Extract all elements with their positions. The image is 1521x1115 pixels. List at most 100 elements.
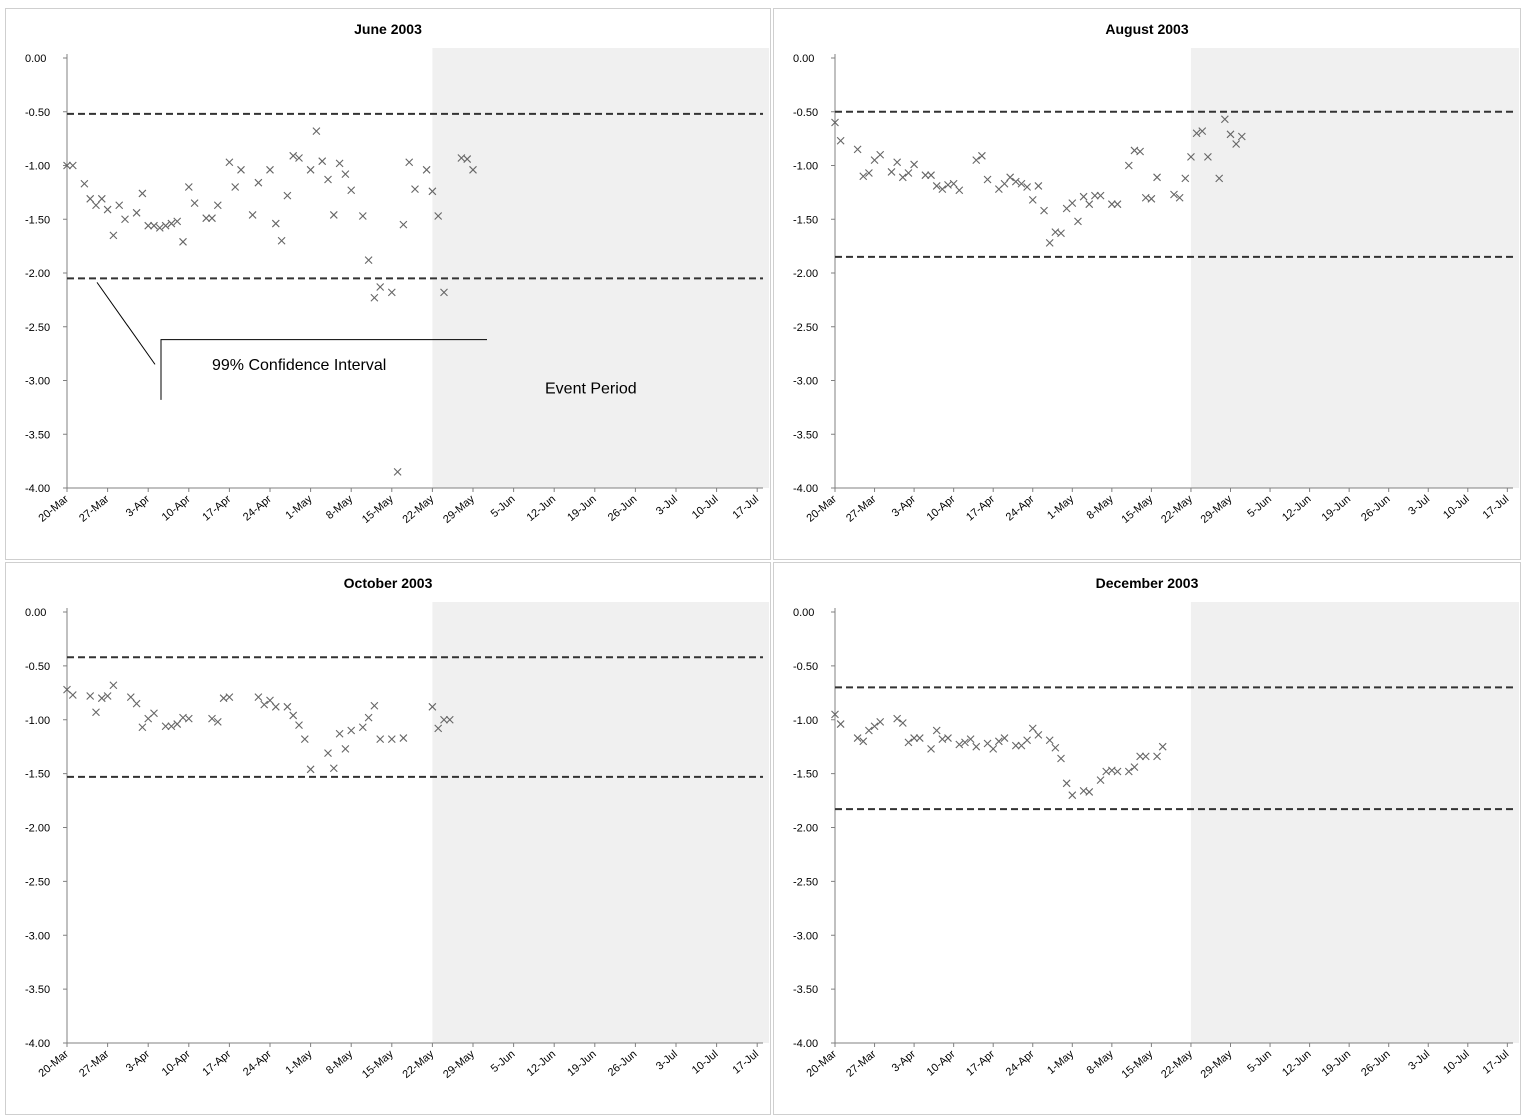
data-point xyxy=(1107,200,1116,209)
data-point xyxy=(1028,724,1037,733)
data-point xyxy=(271,702,280,711)
data-point xyxy=(1028,196,1037,204)
data-point xyxy=(428,187,437,196)
y-tick-label: -3.00 xyxy=(25,376,50,388)
data-point xyxy=(955,740,964,749)
y-tick-label: -1.50 xyxy=(25,769,50,781)
chart-panel-2: August 2003 0.00 -0.50 -1.00 -1.50 -2.00 -2.50… xyxy=(773,8,1521,560)
data-point xyxy=(266,165,274,174)
y-tick-label: -1.00 xyxy=(793,161,818,173)
data-point xyxy=(1045,736,1054,745)
data-point xyxy=(927,744,935,753)
data-point xyxy=(167,722,176,731)
data-point xyxy=(938,185,947,194)
data-point xyxy=(103,205,112,214)
data-point xyxy=(915,734,924,742)
data-point xyxy=(393,467,402,476)
data-point xyxy=(978,151,986,160)
data-point xyxy=(213,201,222,210)
data-point xyxy=(859,172,868,181)
y-tick-label: -2.50 xyxy=(793,876,818,888)
data-point xyxy=(836,720,845,728)
chart-title: June 2003 xyxy=(354,21,422,37)
data-point xyxy=(893,714,902,723)
data-point xyxy=(370,293,379,302)
data-point xyxy=(1068,199,1077,208)
data-point xyxy=(955,186,964,195)
data-point xyxy=(1011,741,1020,750)
data-point xyxy=(121,215,129,224)
y-tick-label: -1.50 xyxy=(793,214,818,226)
data-point xyxy=(1153,752,1161,761)
y-tick-label: -3.50 xyxy=(793,429,818,441)
data-point xyxy=(335,159,344,168)
data-point xyxy=(1023,183,1031,191)
data-point xyxy=(961,738,969,747)
data-point xyxy=(329,764,338,773)
data-point xyxy=(97,194,106,203)
data-point xyxy=(428,702,437,711)
data-point xyxy=(271,219,280,228)
data-point xyxy=(312,127,321,135)
data-point xyxy=(97,694,106,703)
data-point xyxy=(161,221,170,230)
data-point xyxy=(1034,182,1043,190)
y-tick-label: -4.00 xyxy=(25,1038,50,1050)
chart-panel-3: October 2003 0.00 -0.50 -1.00 -1.50 -2.00 -2.5… xyxy=(5,562,771,1115)
data-point xyxy=(927,171,935,180)
data-point xyxy=(103,692,112,700)
data-point xyxy=(399,734,408,742)
data-point xyxy=(411,185,419,194)
data-point xyxy=(1011,177,1020,186)
data-point xyxy=(469,165,477,174)
data-point xyxy=(932,726,941,735)
data-point xyxy=(341,744,350,753)
data-point xyxy=(1232,140,1241,148)
data-point xyxy=(1000,179,1009,188)
data-point xyxy=(213,718,222,726)
data-point xyxy=(184,183,193,191)
data-point xyxy=(1006,173,1015,182)
data-point xyxy=(836,136,845,145)
data-point xyxy=(161,722,170,731)
data-point xyxy=(376,283,385,291)
y-tick-label: -1.00 xyxy=(25,161,50,173)
data-point xyxy=(237,165,245,174)
data-point xyxy=(306,765,315,774)
data-point xyxy=(1124,161,1133,170)
data-point xyxy=(865,169,873,177)
y-tick-label: 0.00 xyxy=(25,607,46,619)
data-point xyxy=(1181,174,1190,183)
data-point xyxy=(399,220,408,229)
y-tick-label: -3.00 xyxy=(25,930,50,942)
data-point xyxy=(893,158,902,167)
y-tick-label: -3.50 xyxy=(793,984,818,996)
data-point xyxy=(370,701,379,710)
chart-title: October 2003 xyxy=(344,575,433,591)
callout-bracket xyxy=(160,339,487,400)
data-point xyxy=(405,158,414,167)
y-tick-label: -3.50 xyxy=(25,429,50,441)
data-point xyxy=(300,735,309,744)
data-point xyxy=(887,168,896,176)
data-point xyxy=(347,726,356,735)
data-point xyxy=(387,288,396,297)
data-point xyxy=(434,212,443,220)
y-tick-label: -3.00 xyxy=(793,376,818,388)
data-point xyxy=(190,199,199,208)
data-point xyxy=(1034,730,1043,739)
data-point xyxy=(1057,754,1065,763)
data-point xyxy=(132,699,141,708)
data-point xyxy=(132,208,141,217)
data-point xyxy=(865,726,873,735)
data-point xyxy=(387,735,396,744)
data-point xyxy=(983,175,992,184)
data-point xyxy=(306,165,315,174)
y-tick-label: -4.00 xyxy=(793,483,818,495)
data-point xyxy=(463,155,472,163)
data-point xyxy=(63,161,71,170)
data-point xyxy=(155,223,164,232)
data-point xyxy=(109,231,118,240)
data-point xyxy=(1136,752,1144,761)
y-tick-label: -2.00 xyxy=(793,823,818,835)
